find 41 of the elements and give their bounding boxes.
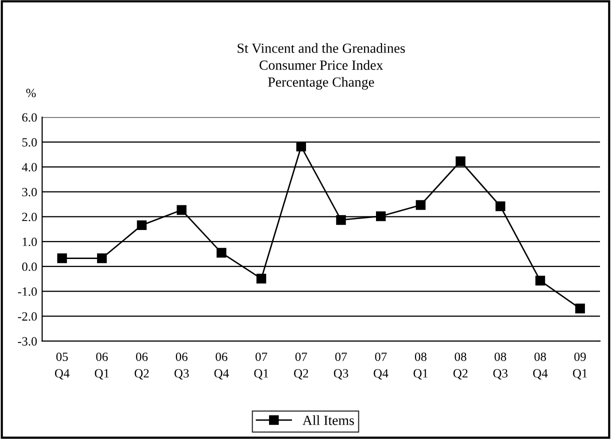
x-tick-label: 08 Q4 [533, 352, 548, 380]
point [416, 200, 426, 210]
x-tick-label: 08 Q2 [453, 352, 468, 380]
x-tick-label: 09 Q1 [572, 352, 587, 380]
y-tick-label: 2.0 [22, 212, 37, 222]
legend-label: All Items [302, 415, 354, 426]
point [176, 205, 186, 215]
y-tick-label: 0.0 [22, 262, 37, 271]
point [97, 253, 107, 264]
point [456, 156, 466, 166]
x-tick-label: 07 Q2 [294, 352, 308, 380]
x-tick-label: 05 Q4 [54, 352, 70, 380]
y-tick-label: 4.0 [22, 162, 37, 172]
point [336, 215, 346, 225]
y-tick-label: 1.0 [22, 238, 37, 246]
point [256, 274, 266, 284]
y-tick-label: 5.0 [22, 138, 37, 147]
x-tick-label: 07 Q1 [254, 352, 268, 380]
point [376, 211, 386, 222]
x-tick-label: 06 Q2 [134, 352, 149, 380]
point [535, 276, 546, 286]
x-tick-label: 07 Q4 [374, 352, 388, 380]
point [136, 220, 147, 230]
y-tick-label: 6.0 [22, 113, 37, 122]
y-tick-label: 3.0 [22, 188, 37, 196]
y-tick-label: -3.0 [18, 337, 37, 346]
y-tick-label: -2.0 [18, 312, 37, 321]
point [57, 253, 67, 264]
point [296, 142, 306, 152]
chart-title: St Vincent and the Grenadines Consumer Price Index Percentage Change [238, 43, 405, 90]
x-tick-label: 08 Q1 [414, 352, 428, 380]
y-axis-title: % [26, 88, 36, 98]
y-tick-label: -1.0 [18, 287, 37, 296]
point [575, 304, 585, 314]
x-tick-label: 07 Q3 [334, 352, 348, 380]
x-tick-label: 08 Q3 [493, 352, 508, 380]
x-tick-label: 06 Q4 [214, 352, 229, 380]
point [216, 248, 226, 258]
point [496, 201, 506, 212]
x-tick-label: 06 Q1 [94, 352, 109, 380]
x-tick-label: 06 Q3 [174, 352, 189, 380]
